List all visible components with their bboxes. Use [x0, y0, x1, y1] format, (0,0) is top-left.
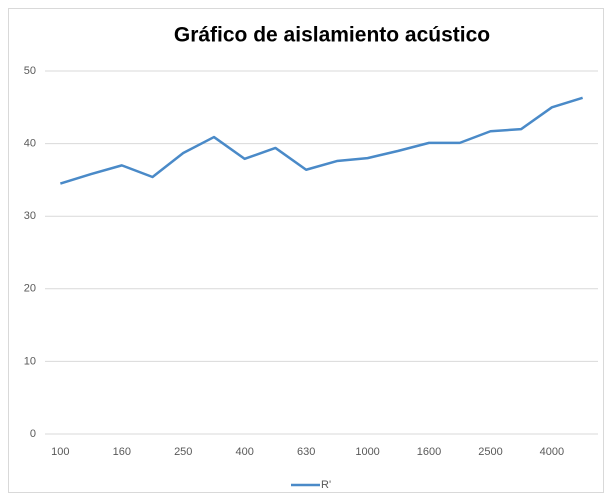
y-tick-label: 20 [24, 283, 36, 295]
x-tick-label: 250 [174, 446, 192, 458]
y-tick-label: 30 [24, 210, 36, 222]
legend-label: R' [321, 479, 331, 491]
x-tick-label: 160 [113, 446, 131, 458]
y-tick-label: 50 [24, 65, 36, 77]
y-tick-label: 0 [30, 428, 36, 440]
x-tick-label: 100 [51, 446, 69, 458]
chart-border [8, 8, 604, 493]
x-tick-label: 630 [297, 446, 315, 458]
x-tick-label: 2500 [478, 446, 502, 458]
y-tick-label: 10 [24, 355, 36, 367]
chart-title: Gráfico de aislamiento acústico [174, 24, 490, 47]
x-tick-label: 400 [236, 446, 254, 458]
x-tick-label: 1000 [355, 446, 379, 458]
y-tick-label: 40 [24, 138, 36, 150]
x-tick-label: 1600 [417, 446, 441, 458]
line [59, 96, 584, 185]
x-tick-label: 4000 [540, 446, 564, 458]
